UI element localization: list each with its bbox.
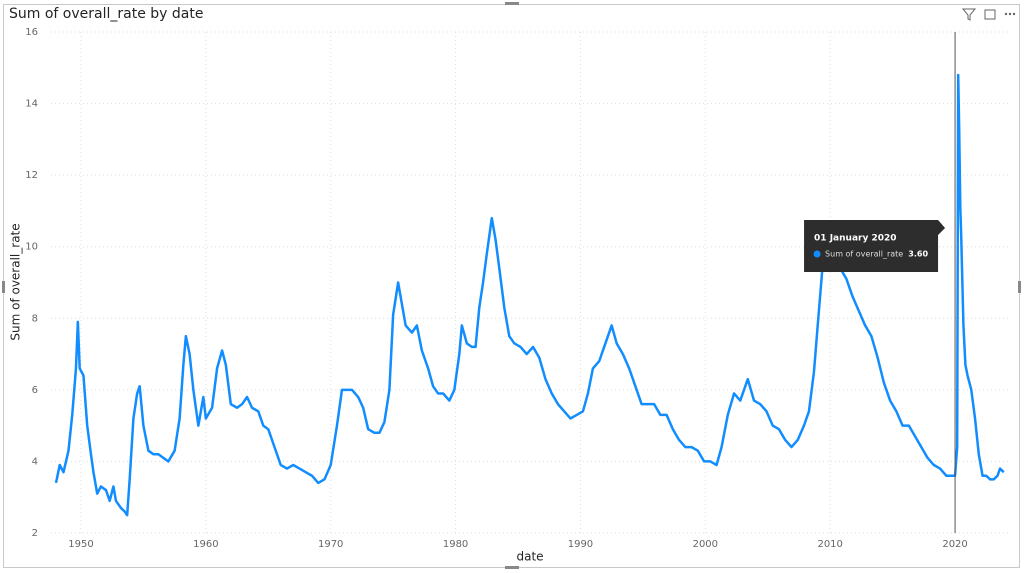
y-tick-label: 12 xyxy=(25,170,38,181)
plot-area: 2 4 6 8 10 12 14 16 1950 1960 1970 1980 1990 2000 2010… xyxy=(25,27,1010,550)
x-axis-title: date xyxy=(516,550,543,564)
y-tick-label: 10 xyxy=(25,242,38,253)
y-tick-label: 2 xyxy=(32,528,38,539)
tooltip-value: 3.60 xyxy=(908,250,928,259)
focus-icon[interactable] xyxy=(984,9,996,20)
resize-handle[interactable] xyxy=(2,281,5,293)
y-tick-label: 8 xyxy=(32,313,38,324)
x-tick-label: 2000 xyxy=(693,539,718,550)
x-tick-label: 1950 xyxy=(68,539,93,550)
y-tick-label: 14 xyxy=(25,99,38,110)
filter-icon[interactable] xyxy=(961,8,977,21)
y-tick-label: 16 xyxy=(25,27,38,38)
resize-handle[interactable] xyxy=(505,2,519,5)
tooltip-series: Sum of overall_rate xyxy=(825,250,903,259)
chart-title: Sum of overall_rate by date xyxy=(9,6,203,22)
x-tick-label: 2020 xyxy=(942,539,967,550)
header-icons xyxy=(961,8,1016,21)
tooltip-box xyxy=(804,220,946,272)
resize-handle[interactable] xyxy=(1018,281,1021,293)
more-options-icon[interactable] xyxy=(1004,12,1016,16)
x-tick-label: 1990 xyxy=(568,539,593,550)
tooltip-title: 01 January 2020 xyxy=(814,234,896,244)
resize-handle[interactable] xyxy=(505,566,519,569)
tooltip: 01 January 2020 Sum of overall_rate 3.60 xyxy=(804,220,946,272)
tooltip-marker xyxy=(813,250,821,258)
line-series xyxy=(54,73,1005,517)
x-tick-label: 1970 xyxy=(318,539,343,550)
x-tick-label: 1980 xyxy=(443,539,468,550)
y-axis-title: Sum of overall_rate xyxy=(9,223,23,340)
x-tick-label: 2010 xyxy=(817,539,842,550)
x-tick-label: 1960 xyxy=(193,539,218,550)
y-tick-label: 4 xyxy=(32,456,38,467)
y-tick-label: 6 xyxy=(32,385,38,396)
visual-frame xyxy=(3,4,1020,568)
